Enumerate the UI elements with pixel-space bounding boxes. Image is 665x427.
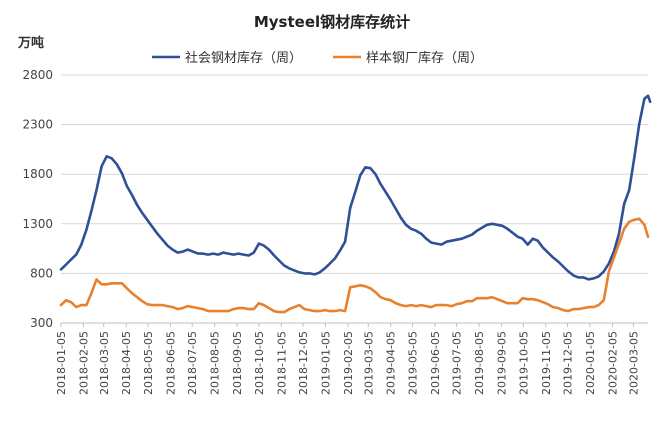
y-tick-label: 1300 — [22, 217, 53, 231]
x-tick-label: 2018-02-05 — [77, 331, 90, 395]
x-tick-label: 2018-07-05 — [186, 331, 199, 395]
x-tick-label: 2020-02-05 — [606, 331, 619, 395]
y-tick-label: 2300 — [22, 118, 53, 132]
x-tick-label: 2019-04-05 — [385, 331, 398, 395]
x-tick-label: 2018-09-05 — [231, 331, 244, 395]
y-tick-label: 300 — [30, 316, 53, 330]
x-tick-label: 2018-08-05 — [209, 331, 222, 395]
x-tick-label: 2019-01-05 — [320, 331, 333, 395]
gridlines — [61, 74, 648, 274]
x-tick-label: 2020-01-05 — [584, 331, 597, 395]
x-tick-label: 2018-11-05 — [275, 331, 288, 395]
x-tick-label: 2019-08-05 — [473, 331, 486, 395]
x-tick-label: 2018-12-05 — [297, 331, 310, 395]
y-tick-label: 2800 — [22, 68, 53, 82]
y-tick-label: 1800 — [22, 167, 53, 181]
x-tick-label: 2019-12-05 — [562, 331, 575, 395]
series-line-1 — [59, 94, 652, 281]
x-tick-label: 2019-11-05 — [540, 331, 553, 395]
x-tick-label: 2019-03-05 — [362, 331, 375, 395]
y-axis-ticks: 300 800 1300 1800 2300 2800 — [22, 68, 53, 330]
x-tick-label: 2019-07-05 — [451, 331, 464, 395]
legend-label-1: 社会钢材库存（周） — [185, 50, 302, 66]
legend-label-2: 样本钢厂库存（周） — [366, 50, 483, 66]
x-axis-ticks: 2018-01-05 2018-02-05 2018-03-05 2018-04-05… — [55, 323, 641, 395]
x-tick-label: 2018-01-05 — [55, 331, 68, 395]
x-tick-label: 2019-02-05 — [342, 331, 355, 395]
x-tick-label: 2019-09-05 — [496, 331, 509, 395]
chart-title: Mysteel钢材库存统计 — [254, 13, 410, 31]
series-line-2 — [59, 217, 650, 314]
y-tick-label: 800 — [30, 266, 53, 280]
legend: 社会钢材库存（周） 样本钢厂库存（周） — [152, 50, 483, 66]
x-tick-label: 2020-03-05 — [628, 331, 641, 395]
x-tick-label: 2018-05-05 — [142, 331, 155, 395]
x-tick-label: 2018-10-05 — [253, 331, 266, 395]
x-tick-label: 2019-06-05 — [429, 331, 442, 395]
x-tick-label: 2019-10-05 — [517, 331, 530, 395]
x-tick-label: 2018-03-05 — [98, 331, 111, 395]
x-tick-label: 2018-04-05 — [120, 331, 133, 395]
y-axis-unit: 万吨 — [17, 35, 44, 51]
x-tick-label: 2019-05-05 — [406, 331, 419, 395]
series-group — [59, 94, 652, 314]
x-tick-label: 2018-06-05 — [164, 331, 177, 395]
